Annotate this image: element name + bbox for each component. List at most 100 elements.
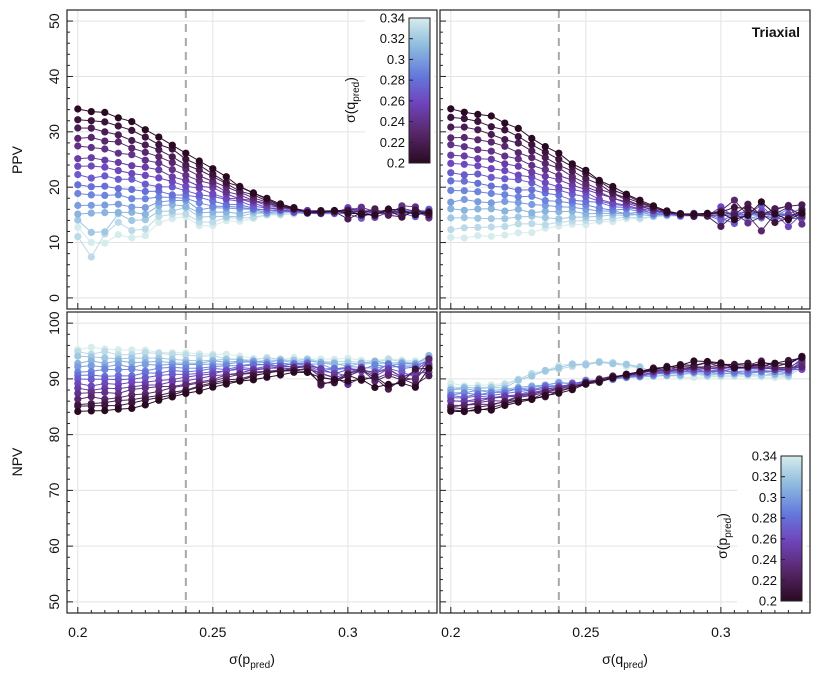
series-point-2-1 [460, 214, 468, 222]
series-point-13-0 [74, 116, 82, 124]
x-tick-label-1: 0.25 [199, 624, 226, 640]
series-point-14-15 [649, 365, 658, 373]
series-point-12-1 [87, 124, 95, 132]
colorbar-tick-label-4: 0.28 [752, 511, 777, 526]
series-point-14-11 [595, 176, 603, 184]
series-point-14-9 [568, 386, 576, 394]
colorbar-tick-label-6: 0.32 [380, 31, 405, 46]
series-point-4-8 [555, 203, 563, 211]
series-point-12-4 [501, 136, 509, 144]
series-point-6-2 [474, 179, 482, 187]
y-tick-label-2: 70 [46, 482, 62, 498]
series-point-12-5 [141, 141, 149, 149]
series-point-5-2 [474, 188, 482, 196]
colorbar-tick-label-2: 0.24 [752, 552, 777, 567]
series-point-14-18 [690, 210, 698, 218]
series-point-10-1 [87, 143, 95, 152]
series-point-6-8 [555, 191, 563, 199]
series-point-8-0 [74, 162, 82, 170]
series-point-11-6 [528, 154, 536, 162]
series-point-14-1 [87, 108, 95, 116]
y-tick-label-3: 80 [46, 427, 62, 443]
series-point-11-1 [87, 133, 95, 141]
series-point-5-4 [501, 191, 509, 199]
series-point-1-2 [474, 223, 482, 231]
series-point-13-4 [128, 126, 136, 134]
series-point-14-10 [209, 383, 217, 391]
series-point-4-0 [447, 198, 455, 206]
series-point-3-4 [128, 208, 136, 216]
series-point-7-4 [501, 175, 509, 183]
series-point-11-5 [514, 149, 522, 157]
panel-frame [439, 9, 811, 310]
series-point-7-6 [155, 183, 163, 191]
series-point-11-2 [101, 137, 109, 145]
series-point-9-5 [514, 162, 522, 170]
series-point-14-18 [317, 207, 325, 215]
series-point-4-4 [501, 197, 509, 205]
series-point-14-13 [622, 370, 631, 378]
series-point-14-7 [168, 393, 176, 401]
series-point-0-3 [114, 346, 122, 354]
series-point-2-5 [514, 213, 522, 221]
series-point-14-21 [730, 216, 739, 224]
series-point-13-4 [501, 126, 509, 134]
series-point-12-25 [784, 202, 793, 210]
colorbar-bottom: 0.2 0.22 0.24 0.26 0.28 0.3 0.32 0.34 σ(ppred) [714, 449, 806, 609]
series-point-14-9 [568, 160, 576, 168]
x-axis-label-left: σ(ppred) [229, 651, 275, 671]
series-point-14-4 [128, 404, 136, 412]
series-point-2-7 [541, 366, 549, 375]
series-point-12-3 [487, 130, 495, 139]
series-point-14-2 [474, 110, 482, 118]
series-point-14-1 [460, 108, 468, 116]
series-point-11-4 [501, 142, 509, 150]
series-point-5-0 [447, 186, 455, 195]
series-point-10-6 [155, 159, 163, 167]
series-point-0-4 [501, 231, 509, 239]
colorbar-tick-label-2: 0.24 [380, 114, 405, 129]
panel-title: Triaxial [752, 24, 800, 40]
series-point-14-5 [141, 401, 149, 409]
series-point-1-7 [168, 350, 176, 358]
series-point-12-5 [514, 139, 522, 147]
series-point-6-11 [222, 200, 230, 209]
series-point-12-20 [717, 222, 725, 230]
series-point-13-8 [182, 155, 190, 163]
series-point-14-6 [155, 133, 163, 141]
panel-frame [66, 311, 438, 614]
series-point-1-3 [487, 223, 495, 231]
series-point-1-6 [155, 212, 163, 221]
series-point-5-6 [528, 192, 536, 200]
series-point-3-4 [501, 207, 509, 215]
series-point-14-11 [222, 380, 230, 388]
series-point-14-6 [528, 395, 536, 404]
series-point-5-1 [87, 191, 95, 199]
series-point-1-10 [209, 218, 217, 226]
colorbar-tick-label-7: 0.34 [380, 11, 405, 26]
colorbar-gradient [408, 17, 431, 164]
series-point-0-6 [528, 229, 536, 237]
series-point-7-3 [487, 173, 495, 181]
series-point-10-7 [168, 166, 176, 174]
series-point-4-2 [101, 201, 109, 209]
series-point-11-3 [114, 138, 122, 146]
series-point-14-4 [501, 401, 509, 410]
series-point-11-23 [757, 227, 766, 235]
series-point-5-4 [128, 195, 136, 203]
series-point-8-7 [541, 179, 549, 187]
series-point-13-0 [447, 113, 455, 121]
series-point-8-8 [555, 183, 563, 191]
colorbar-tick-label-1: 0.22 [752, 573, 777, 588]
series-point-14-26 [425, 208, 433, 216]
colorbar-tick-label-7: 0.34 [752, 449, 777, 464]
series-point-14-26 [798, 209, 806, 217]
series-point-2-4 [128, 216, 136, 225]
series-point-7-7 [168, 183, 176, 191]
series-point-14-11 [222, 173, 230, 181]
series-point-11-7 [541, 160, 549, 168]
series-point-12-2 [474, 126, 482, 134]
series-point-13-2 [101, 118, 109, 126]
y-tick-label-5: 100 [46, 311, 62, 335]
